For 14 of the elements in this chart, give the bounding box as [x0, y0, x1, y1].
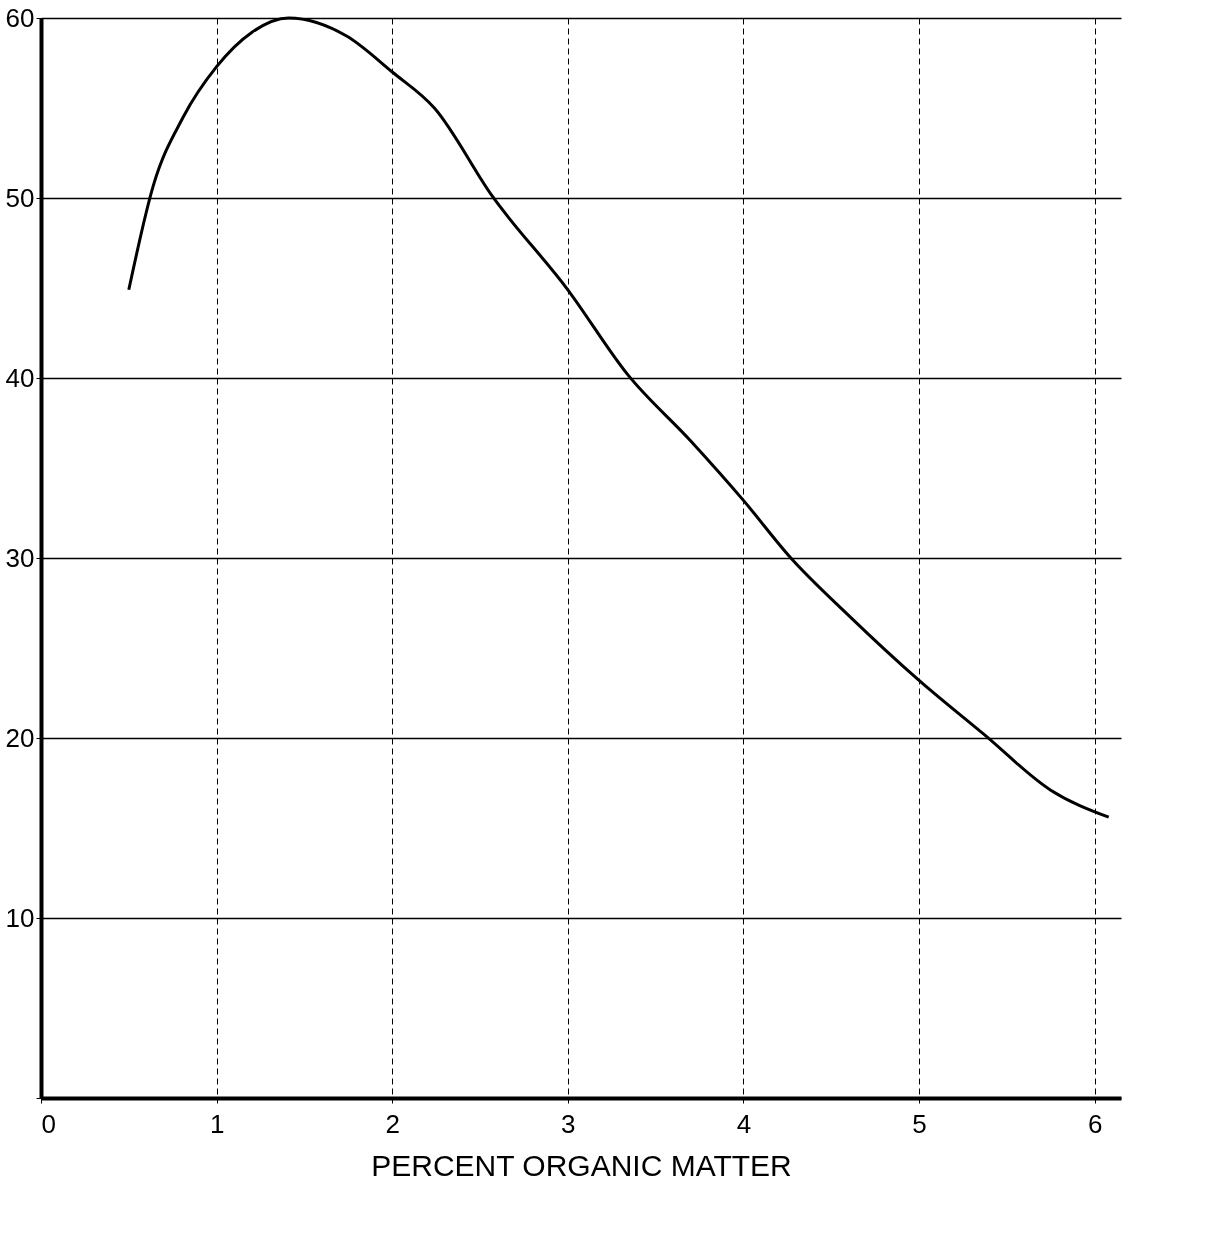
y-tick-label: 60: [5, 2, 35, 33]
x-tick-label: 3: [561, 1108, 576, 1139]
y-tick-label: 10: [5, 902, 35, 933]
x-tick-label: 0: [41, 1108, 56, 1139]
x-tick-label: 4: [736, 1108, 752, 1139]
y-tick-label: 40: [5, 362, 35, 393]
y-tick-label: 30: [5, 542, 35, 573]
x-axis-title: PERCENT ORGANIC MATTER: [371, 1148, 792, 1182]
x-tick-label: 2: [385, 1108, 400, 1139]
x-tick-label: 6: [1087, 1108, 1103, 1139]
y-tick-label: 20: [5, 722, 35, 753]
y-tick-label: 50: [5, 182, 35, 213]
x-tick-label: 1: [209, 1108, 225, 1139]
x-tick-label: 5: [912, 1108, 927, 1139]
